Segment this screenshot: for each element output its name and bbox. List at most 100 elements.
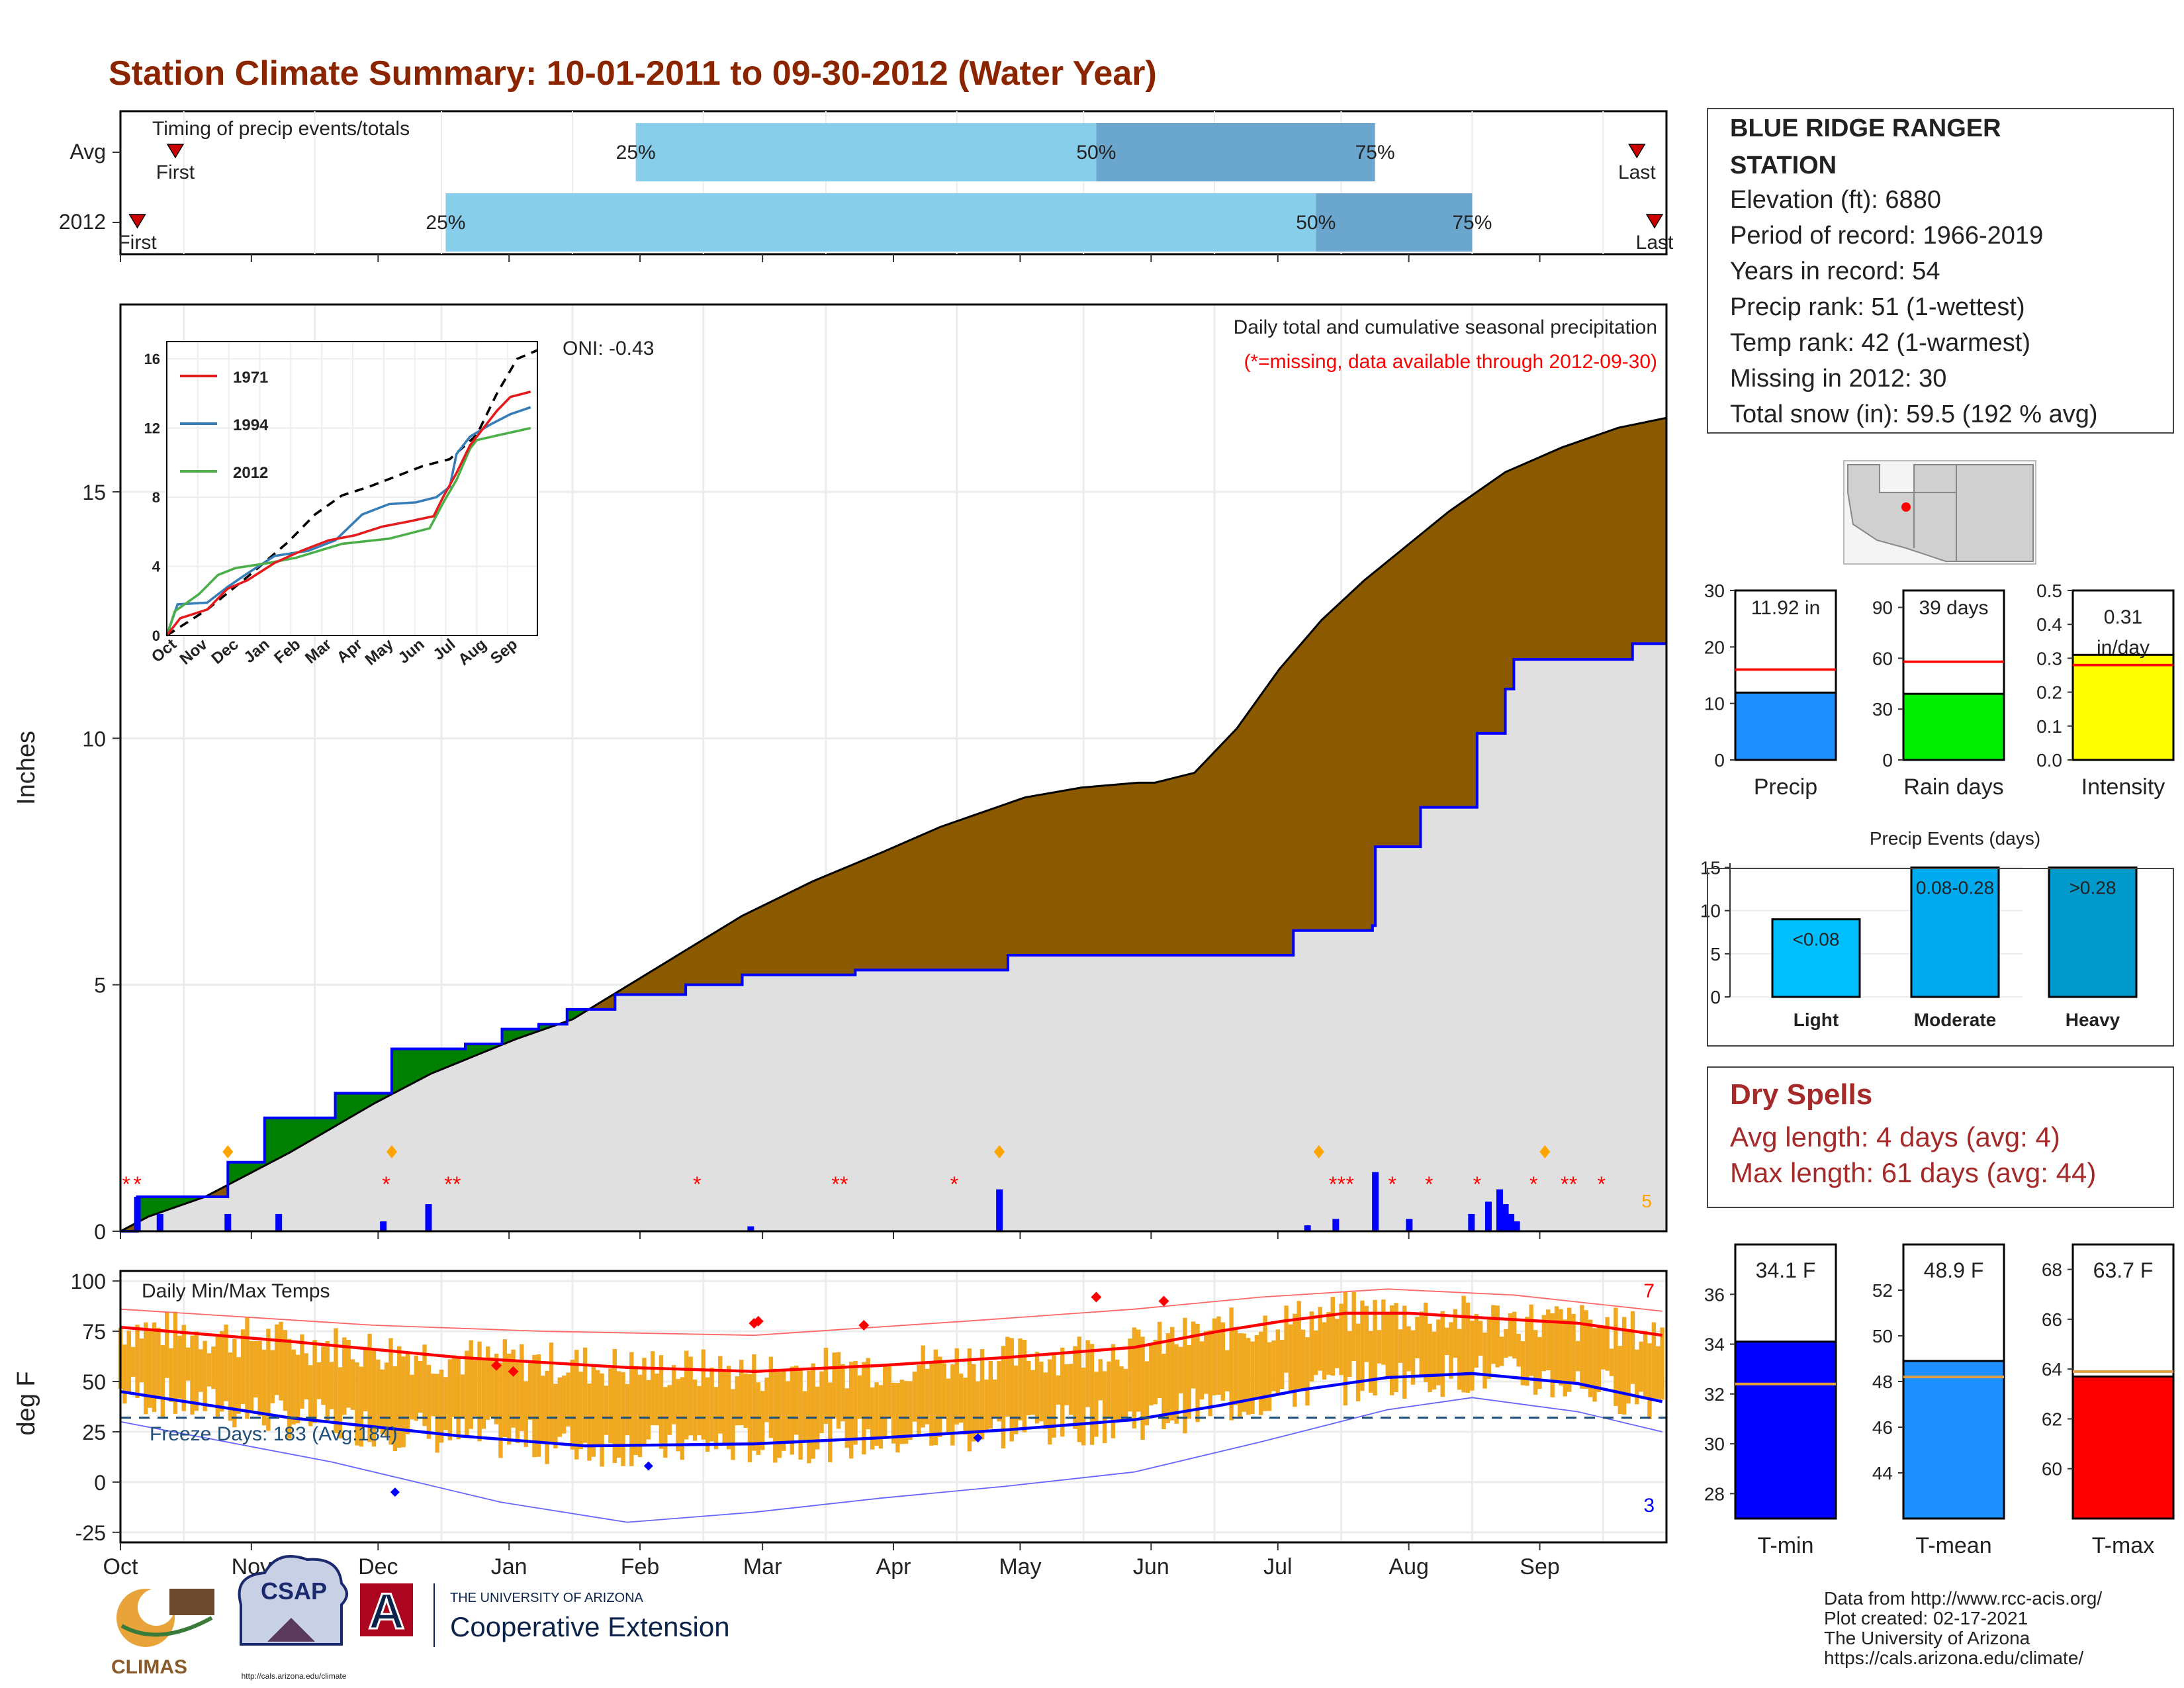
missing-day-star: * (1529, 1172, 1537, 1196)
record-high-marker (1158, 1295, 1169, 1307)
daily-temp-range-bar (240, 1329, 246, 1405)
daily-temp-range-bar (304, 1353, 309, 1399)
record-high-marker (491, 1360, 502, 1371)
last-event-marker (1628, 144, 1646, 159)
tmax-ytick-label: 66 (2042, 1309, 2062, 1330)
daily-temp-range-bar (1225, 1350, 1230, 1391)
timing-p50-label: 50% (1296, 212, 1336, 234)
daily-temp-range-bar (1592, 1328, 1597, 1402)
daily-temp-range-bar (1550, 1313, 1555, 1397)
daily-temp-range-bar (773, 1368, 778, 1463)
daily-temp-range-bar (570, 1360, 575, 1450)
daily-temp-range-bar (334, 1328, 338, 1433)
daily-temp-range-bar (308, 1365, 313, 1427)
daily-temp-range-bar (608, 1368, 613, 1444)
timing-p50-label: 50% (1076, 142, 1116, 164)
daily-temp-range-bar (1381, 1299, 1386, 1365)
daily-temp-range-bar (414, 1355, 418, 1421)
daily-temp-range-bar (1541, 1315, 1547, 1372)
daily-temp-range-bar (1508, 1313, 1513, 1357)
intensity-ytick-label: 0.5 (2036, 581, 2062, 601)
daily-temp-range-bar (1554, 1306, 1559, 1382)
timing-p75-label: 75% (1355, 142, 1395, 164)
daily-temp-range-bar (853, 1360, 858, 1445)
daily-temp-range-bar (1465, 1302, 1471, 1393)
missing-day-star: * (1388, 1172, 1396, 1196)
daily-temp-range-bar (786, 1381, 790, 1442)
timing-bar-50-75 (1096, 123, 1375, 181)
daily-temp-range-bar (1410, 1330, 1416, 1385)
daily-temp-range-bar (1486, 1317, 1492, 1380)
daily-temp-range-bar (1267, 1342, 1272, 1411)
intensity-value-label: 0.31 (2104, 606, 2142, 628)
daily-temp-range-bar (1009, 1338, 1014, 1442)
daily-temp-range-bar (659, 1355, 664, 1449)
daily-temp-range-bar (228, 1352, 233, 1421)
credit-url: https://cals.arizona.edu/climate/ (1824, 1648, 2083, 1668)
first-event-marker (166, 144, 185, 159)
daily-temp-range-bar (1428, 1323, 1432, 1393)
daily-temp-range-bar (295, 1354, 300, 1424)
daily-temp-range-bar (1047, 1359, 1052, 1445)
raindays-ytick-label: 60 (1872, 648, 1893, 669)
daily-temp-range-bar (363, 1346, 368, 1411)
daily-temp-range-bar (473, 1360, 478, 1417)
daily-temp-range-bar (1102, 1371, 1107, 1444)
daily-temp-range-bar (152, 1322, 157, 1412)
daily-temp-range-bar (1026, 1360, 1031, 1415)
daily-temp-range-bar (942, 1363, 946, 1418)
daily-temp-range-bar (722, 1369, 727, 1443)
precip-ytick-label: 10 (82, 727, 106, 751)
daily-temp-range-bar (1520, 1340, 1525, 1385)
daily-temp-range-bar (684, 1350, 689, 1440)
daily-temp-range-bar (190, 1335, 195, 1415)
daily-temp-range-bar (520, 1344, 524, 1431)
daily-temp-range-bar (1098, 1359, 1103, 1401)
daily-temp-range-bar (1326, 1311, 1331, 1375)
daily-temp-range-bar (726, 1366, 731, 1450)
tmin-bar-chart: 28 30 32 34 36 34.1 F T-min (1704, 1243, 1837, 1558)
daily-temp-range-bar (1183, 1317, 1187, 1434)
daily-temp-range-bar (1018, 1338, 1023, 1421)
daily-temp-range-bar (418, 1360, 423, 1413)
daily-temp-range-bar (1614, 1307, 1618, 1406)
daily-temp-range-bar (1461, 1295, 1466, 1393)
daily-temp-range-bar (688, 1356, 693, 1436)
precip-ytick-label: 10 (1704, 694, 1725, 714)
daily-temp-range-bar (219, 1331, 224, 1412)
inset-1971-line (165, 390, 531, 637)
daily-temp-range-bar (832, 1352, 837, 1419)
daily-temp-range-bar (663, 1387, 668, 1458)
raindays-bar-chart: 0 30 60 90 39 days Rain days (1872, 589, 2005, 800)
daily-temp-range-bar (1233, 1330, 1238, 1405)
tmin-value-label: 34.1 F (1756, 1258, 1816, 1282)
daily-temp-range-bar (1601, 1328, 1606, 1370)
daily-temp-range-bar (984, 1380, 989, 1432)
daily-temp-range-bar (148, 1329, 152, 1408)
events-ytick-label: 10 (1700, 901, 1721, 921)
daily-temp-range-bar (1305, 1337, 1310, 1406)
raindays-axis-label: Rain days (1903, 774, 2003, 800)
daily-temp-range-bar (743, 1373, 748, 1429)
daily-temp-range-bar (1369, 1331, 1373, 1393)
events-title: Precip Events (days) (1870, 828, 2040, 849)
tmax-value-bar (2071, 1375, 2175, 1520)
daily-temp-range-bar (447, 1359, 453, 1440)
inset-legend-label: 2012 (233, 464, 268, 482)
daily-temp-range-bar (506, 1353, 512, 1445)
last-label: Last (1618, 162, 1656, 183)
daily-temp-range-bar (139, 1338, 144, 1383)
daily-temp-range-bar (967, 1348, 972, 1452)
daily-temp-range-bar (1339, 1303, 1343, 1376)
raindays-ytick-label: 30 (1872, 699, 1893, 720)
daily-temp-range-bar (481, 1359, 486, 1429)
daily-temp-range-bar (612, 1348, 617, 1464)
daily-temp-range-bar (181, 1325, 186, 1411)
daily-temp-range-bar (211, 1346, 216, 1389)
missing-day-star: * (840, 1172, 848, 1196)
intensity-ytick-label: 0.3 (2036, 648, 2062, 669)
daily-temp-range-bar (903, 1381, 909, 1444)
daily-precip-bar (996, 1189, 1003, 1231)
month-label: Jul (1263, 1554, 1292, 1579)
